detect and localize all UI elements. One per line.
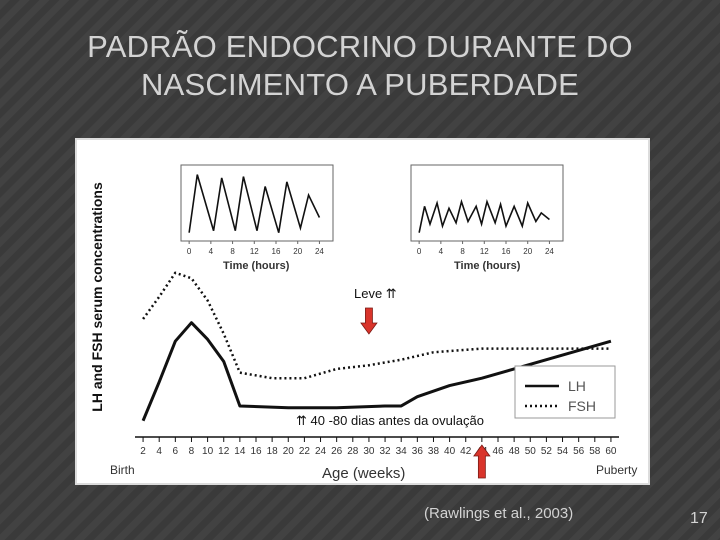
main-x-tick-label: 26	[331, 446, 343, 457]
citation: (Rawlings et al., 2003)	[424, 505, 574, 522]
main-x-axis-label: Age (weeks)	[322, 465, 405, 482]
chart-svg: LH and FSH serum concentrations 2 4 6 8 10 12…	[89, 164, 637, 482]
arrows	[360, 307, 491, 479]
main-x-tick-label: 34	[396, 446, 408, 457]
main-x-tick-label: 20	[283, 446, 295, 457]
main-x-tick-label: 16	[250, 446, 262, 457]
page-number: 17	[690, 510, 708, 527]
inset-pulse-line	[418, 198, 550, 233]
slide-title: PADRÃO ENDOCRINO DURANTE DO NASCIMENTO A…	[30, 28, 690, 104]
annotation-leve: Leve ⇈	[354, 286, 397, 301]
main-x-tick-label: 2	[140, 446, 146, 457]
main-x-ticks: 2468101214161820222426283032343638404244…	[140, 437, 617, 457]
main-x-tick-label: 58	[589, 446, 601, 457]
inset-x-tick-label: 20	[523, 247, 532, 256]
main-x-tick-label: 14	[234, 446, 246, 457]
inset-x-tick-label: 0	[187, 247, 192, 256]
arrow-up-icon	[473, 444, 491, 479]
legend-fsh-label: FSH	[568, 398, 596, 414]
inset-right-x-label: Time (hours)	[454, 260, 521, 272]
main-x-tick-label: 40	[444, 446, 456, 457]
series-fsh-line	[142, 271, 611, 380]
inset-x-tick-label: 8	[460, 247, 465, 256]
main-x-tick-label: 4	[156, 446, 162, 457]
main-x-tick-label: 32	[380, 446, 392, 457]
main-x-tick-label: 6	[173, 446, 179, 457]
legend: LH FSH	[514, 365, 616, 419]
main-x-tick-label: 36	[412, 446, 424, 457]
main-x-tick-label: 12	[218, 446, 230, 457]
main-x-tick-label: 48	[509, 446, 521, 457]
main-x-tick-label: 24	[315, 446, 327, 457]
inset-x-tick-label: 8	[230, 247, 235, 256]
title-line-2: NASCIMENTO A PUBERDADE	[141, 67, 579, 102]
inset-chart-right: 0 4 8 12 16 20 24 Time (hours)	[410, 164, 564, 272]
inset-x-tick-label: 12	[480, 247, 489, 256]
legend-lh-label: LH	[568, 378, 586, 394]
main-x-tick-label: 56	[573, 446, 585, 457]
main-x-tick-label: 10	[202, 446, 214, 457]
main-x-tick-label: 30	[363, 446, 375, 457]
main-x-tick-label: 18	[267, 446, 279, 457]
inset-chart-left: 0 4 8 12 16 20 24 Time (hours)	[180, 164, 334, 272]
main-x-tick-label: 42	[460, 446, 472, 457]
inset-x-tick-label: 0	[417, 247, 422, 256]
main-x-tick-label: 22	[299, 446, 311, 457]
main-x-tick-label: 46	[492, 446, 504, 457]
main-x-tick-label: 50	[525, 446, 537, 457]
inset-left-x-label: Time (hours)	[223, 260, 290, 272]
birth-label: Birth	[110, 463, 135, 477]
inset-x-tick-label: 24	[545, 247, 554, 256]
inset-x-tick-label: 24	[315, 247, 324, 256]
main-x-tick-label: 38	[428, 446, 440, 457]
chart-figure: LH and FSH serum concentrations 2 4 6 8 10 12…	[75, 138, 650, 485]
main-x-tick-label: 54	[557, 446, 569, 457]
inset-x-tick-label: 12	[250, 247, 259, 256]
arrow-down-icon	[360, 307, 378, 335]
inset-x-tick-label: 4	[209, 247, 214, 256]
main-x-tick-label: 8	[189, 446, 195, 457]
main-x-tick-label: 60	[605, 446, 617, 457]
annotation-ovulation: ⇈ 40 -80 dias antes da ovulação	[296, 413, 484, 428]
main-x-tick-label: 28	[347, 446, 359, 457]
inset-x-tick-label: 20	[293, 247, 302, 256]
inset-x-tick-label: 16	[272, 247, 281, 256]
inset-pulse-line	[188, 174, 321, 233]
inset-x-tick-label: 4	[439, 247, 444, 256]
main-x-tick-label: 52	[541, 446, 553, 457]
inset-x-tick-label: 16	[502, 247, 511, 256]
puberty-label: Puberty	[596, 463, 637, 477]
title-line-1: PADRÃO ENDOCRINO DURANTE DO	[87, 29, 633, 64]
main-y-axis-label: LH and FSH serum concentrations	[89, 182, 105, 412]
legend-box	[514, 365, 616, 419]
